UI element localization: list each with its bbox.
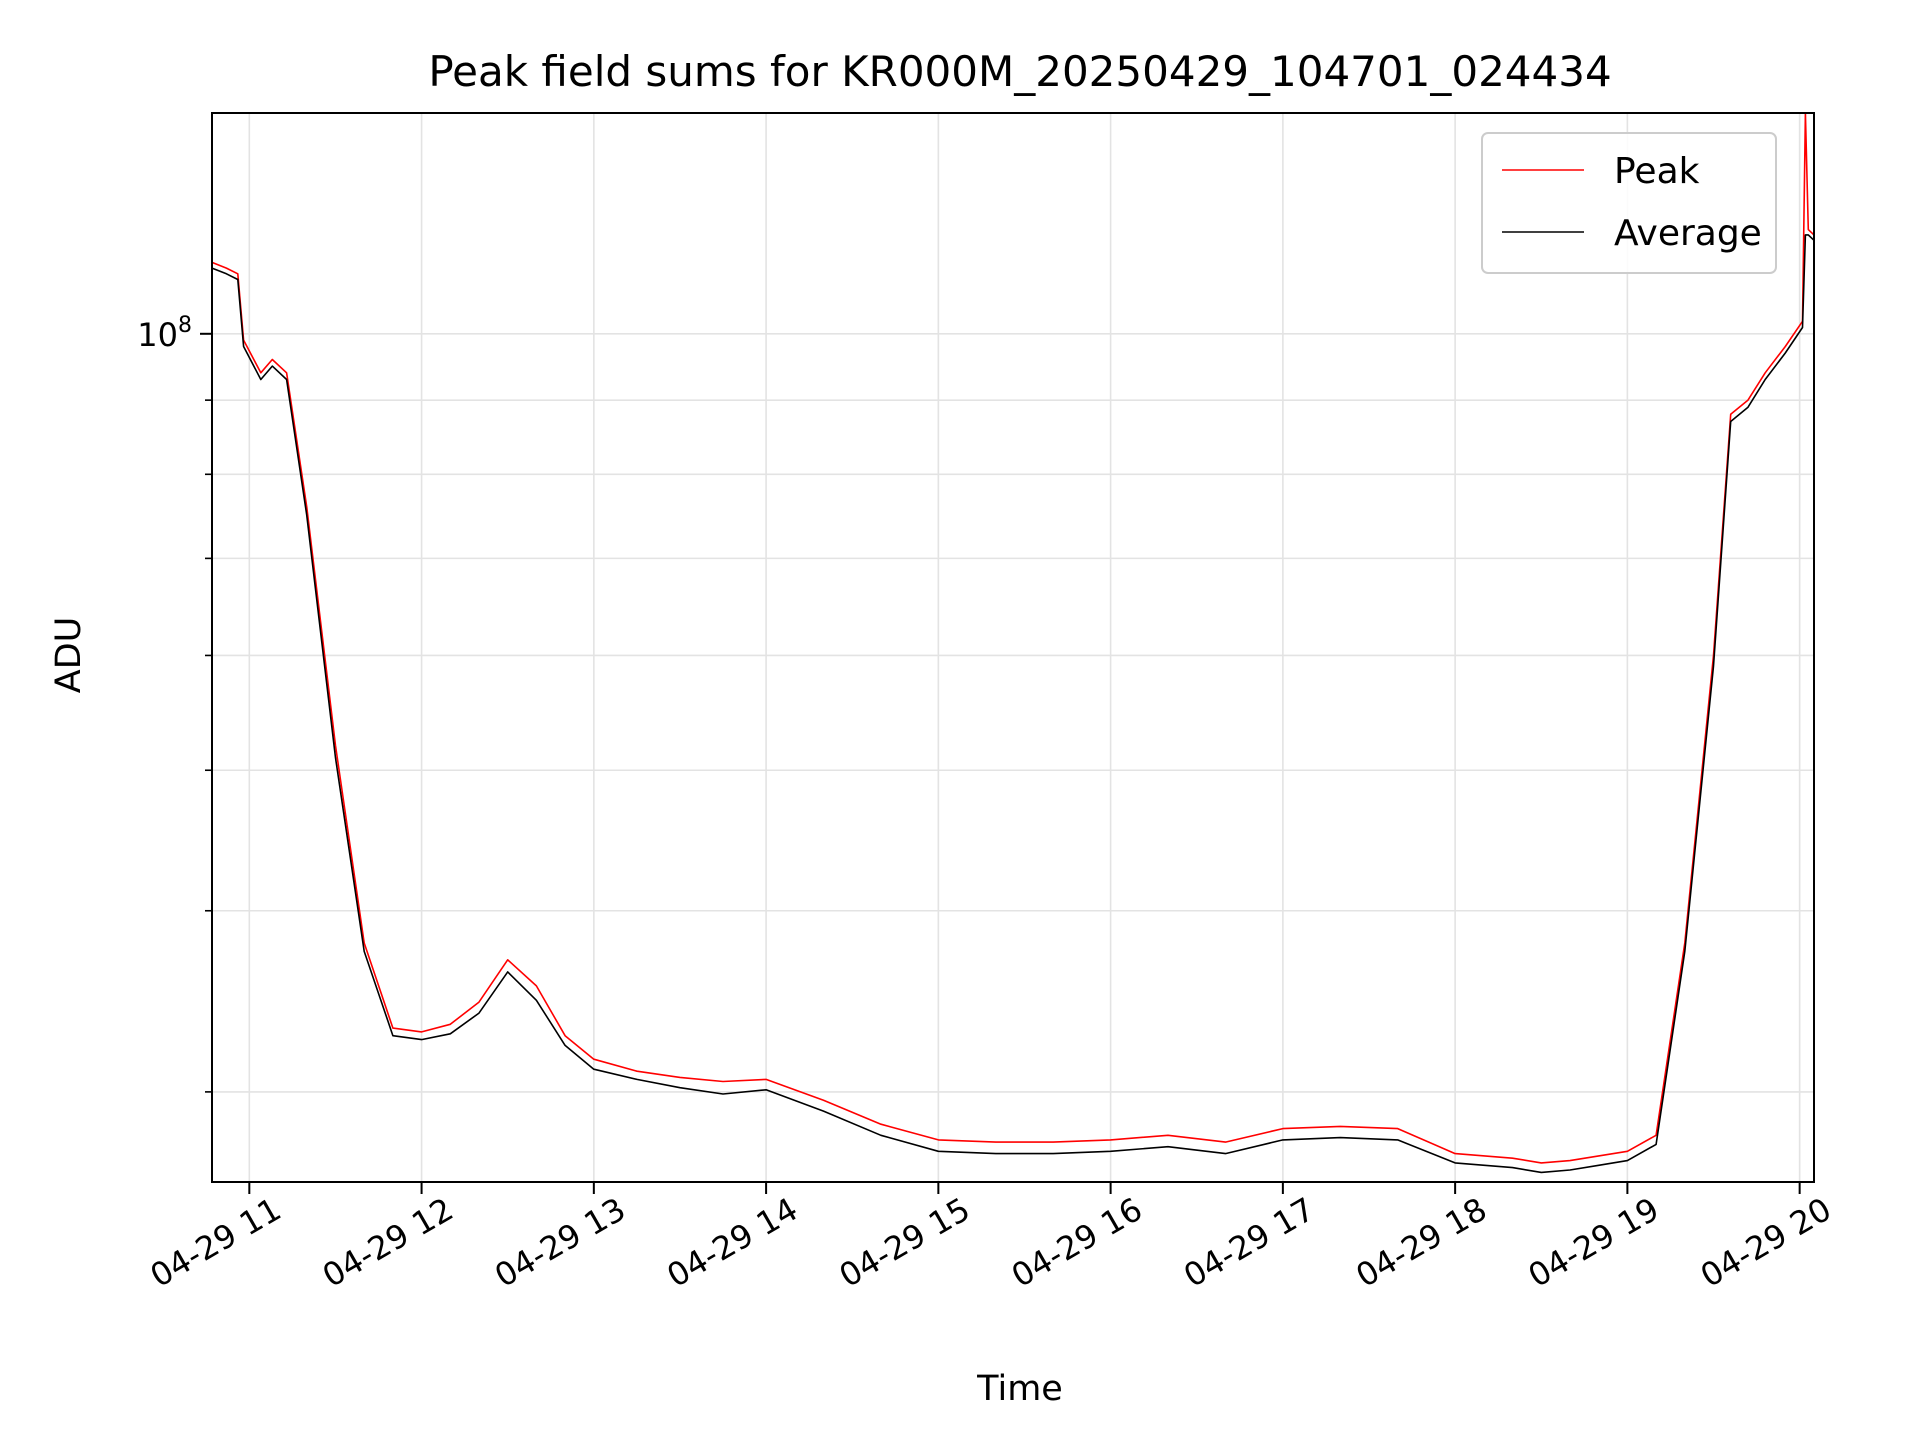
plot-frame bbox=[211, 112, 1815, 1183]
y-axis-label: ADU bbox=[49, 617, 89, 694]
chart-title: Peak field sums for KR000M_20250429_1047… bbox=[428, 47, 1611, 96]
legend-label-peak: Peak bbox=[1614, 151, 1700, 192]
x-axis-label: Time bbox=[976, 1369, 1063, 1409]
series-line-peak bbox=[211, 112, 1815, 1164]
grid bbox=[212, 113, 1814, 1182]
legend: Peak Average bbox=[1481, 132, 1777, 274]
legend-box bbox=[1481, 132, 1777, 274]
y-tick-label: 108 bbox=[137, 313, 192, 354]
legend-label-average: Average bbox=[1614, 213, 1762, 254]
plot-area bbox=[211, 112, 1815, 1174]
series-line-average bbox=[211, 234, 1815, 1174]
